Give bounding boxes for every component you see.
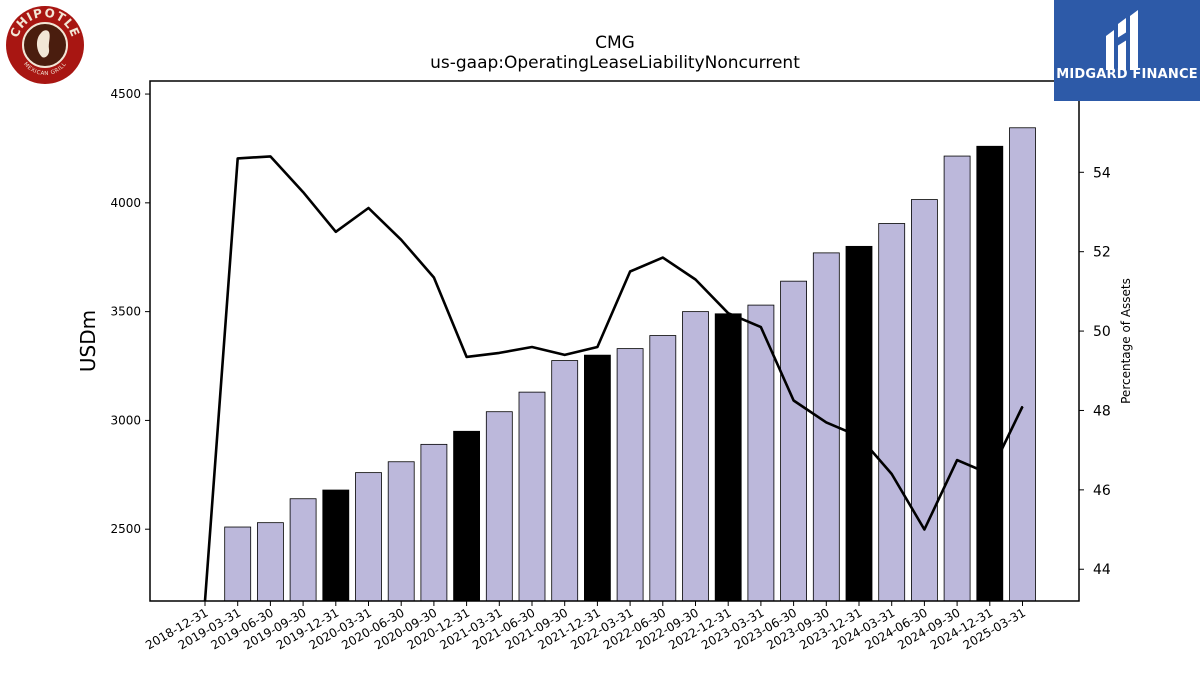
y-axis-label: USDm [76,310,100,372]
y2-tick-label: 50 [1093,324,1111,340]
line-point-2023-06-30 [793,400,795,402]
y2-tick-label: 46 [1093,483,1111,499]
y2-tick-label: 54 [1093,165,1111,181]
bar-2024-12-31 [976,145,1004,602]
bar-2022-09-30 [682,311,709,602]
percentage-line [203,155,1024,602]
line-point-2024-03-31 [891,473,893,475]
bar-2023-06-30 [780,280,807,602]
chart-subtitle: us-gaap:OperatingLeaseLiabilityNoncurren… [430,53,800,73]
chipotle-logo: CHIPOTLE MEXICAN GRILL [5,5,85,85]
x-axis: 2018-12-312019-03-312019-06-302019-09-30… [143,601,1028,652]
y2-axis-label: Percentage of Assets [1119,278,1133,404]
line-point-2023-03-31 [760,326,762,328]
line-point-2022-12-31 [727,312,729,314]
bar-2024-03-31 [878,223,906,602]
bar-series [224,127,1036,602]
y-tick-label: 4500 [110,87,141,101]
y-tick-label: 2500 [110,522,141,536]
bar-2019-09-30 [289,498,317,602]
line-point-2020-12-31 [466,356,468,358]
line-point-2024-09-30 [956,459,958,461]
bar-2023-03-31 [747,304,775,602]
line-point-2023-12-31 [858,435,860,437]
chart-title: CMG [595,33,635,53]
bar-2020-09-30 [420,443,448,602]
line-point-2025-03-31 [1022,405,1023,407]
bar-2020-12-31 [453,430,481,602]
left-axis: 2500 3000 3500 4000 4500 [110,87,150,536]
bar-2023-12-31 [845,245,873,602]
y-tick-label: 3500 [110,305,141,319]
bar-2024-06-30 [911,199,938,602]
bar-2022-06-30 [649,335,677,602]
line-point-2019-09-30 [302,191,304,193]
line-point-2021-12-31 [596,346,598,348]
line-point-2019-06-30 [269,155,271,157]
line-point-2022-06-30 [662,257,664,259]
line-point-2022-09-30 [695,278,696,280]
bar-2021-09-30 [551,360,579,602]
y2-tick-label: 52 [1093,245,1111,261]
line-point-2024-06-30 [923,529,925,531]
bar-2025-03-31 [1009,127,1036,602]
bar-2022-12-31 [714,313,742,602]
line-point-2021-03-31 [498,352,500,354]
line-point-2021-06-30 [531,346,533,348]
line-point-2023-09-30 [825,421,827,423]
brand-name: MIDGARD FINANCE [1056,67,1198,82]
bar-2021-03-31 [485,411,513,602]
line-point-2020-03-31 [368,207,369,209]
y-tick-label: 3000 [110,413,141,427]
bar-2021-06-30 [518,391,546,602]
y2-tick-label: 48 [1093,403,1111,419]
bar-2020-03-31 [355,472,382,602]
line-point-2021-09-30 [564,354,566,356]
line-point-2019-12-31 [335,231,337,233]
line-point-2019-03-31 [237,157,239,159]
y-tick-label: 4000 [110,196,141,210]
line-point-2020-06-30 [400,239,402,241]
midgard-finance-logo: MIDGARD FINANCE [1054,0,1200,101]
bar-2020-06-30 [387,461,415,602]
bar-2019-12-31 [322,489,350,602]
bar-2024-09-30 [943,155,971,602]
y2-tick-label: 44 [1093,562,1111,578]
bar-2021-12-31 [584,354,611,602]
line-point-2020-09-30 [433,276,435,278]
right-axis: 44 46 48 50 52 54 [1079,165,1111,578]
line-point-2024-12-31 [989,473,991,475]
bar-2019-03-31 [224,526,252,602]
plot-frame [149,80,1080,602]
line-point-2022-03-31 [629,271,631,273]
bar-2022-03-31 [616,348,644,602]
bar-2019-06-30 [256,522,284,602]
